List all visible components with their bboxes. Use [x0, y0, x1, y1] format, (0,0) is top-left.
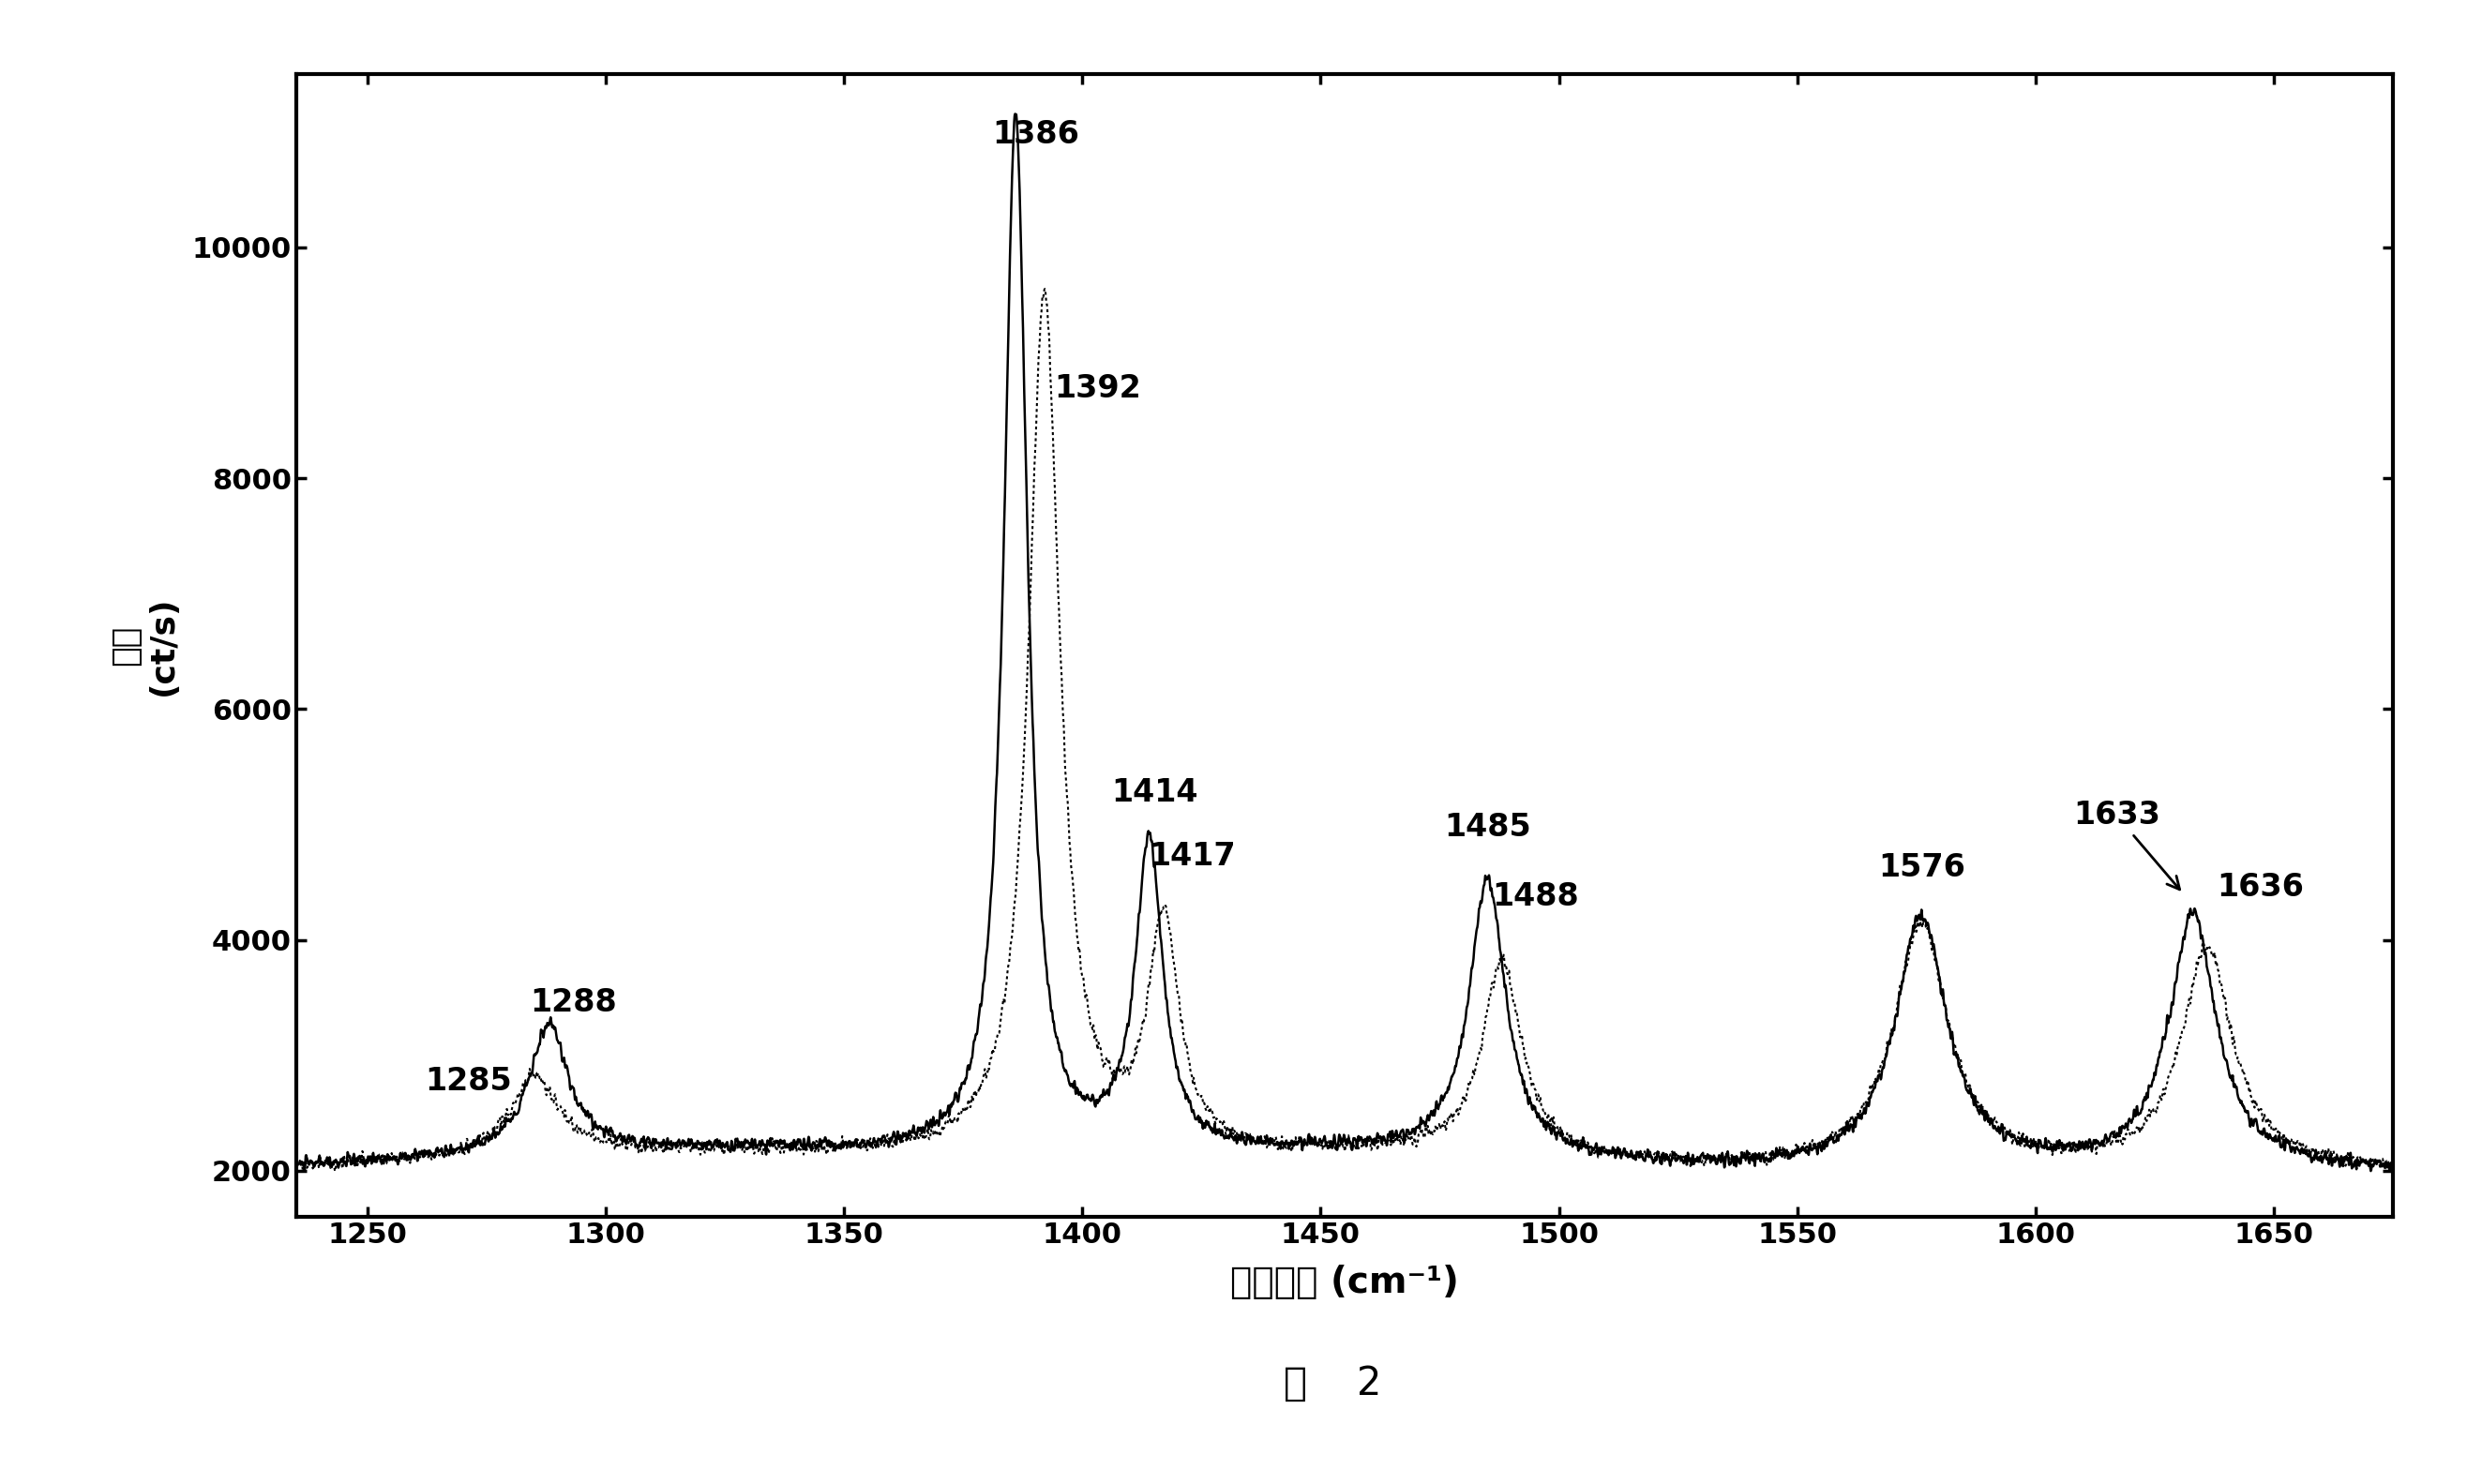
Y-axis label: 强度
(ct/s): 强度 (ct/s): [111, 595, 178, 696]
Text: 1417: 1417: [1150, 840, 1236, 871]
Text: 1633: 1633: [2072, 800, 2181, 889]
Text: 1488: 1488: [1493, 881, 1579, 911]
Text: 1285: 1285: [424, 1066, 511, 1097]
X-axis label: 拉曼位移 (cm⁻¹): 拉曼位移 (cm⁻¹): [1231, 1264, 1458, 1300]
Text: 图    2: 图 2: [1283, 1364, 1382, 1404]
Text: 1636: 1636: [2218, 871, 2304, 902]
Text: 1386: 1386: [992, 119, 1078, 150]
Text: 1392: 1392: [1053, 372, 1140, 404]
Text: 1288: 1288: [530, 987, 617, 1018]
Text: 1414: 1414: [1110, 778, 1196, 807]
Text: 1576: 1576: [1877, 852, 1966, 883]
Text: 1485: 1485: [1446, 812, 1532, 843]
